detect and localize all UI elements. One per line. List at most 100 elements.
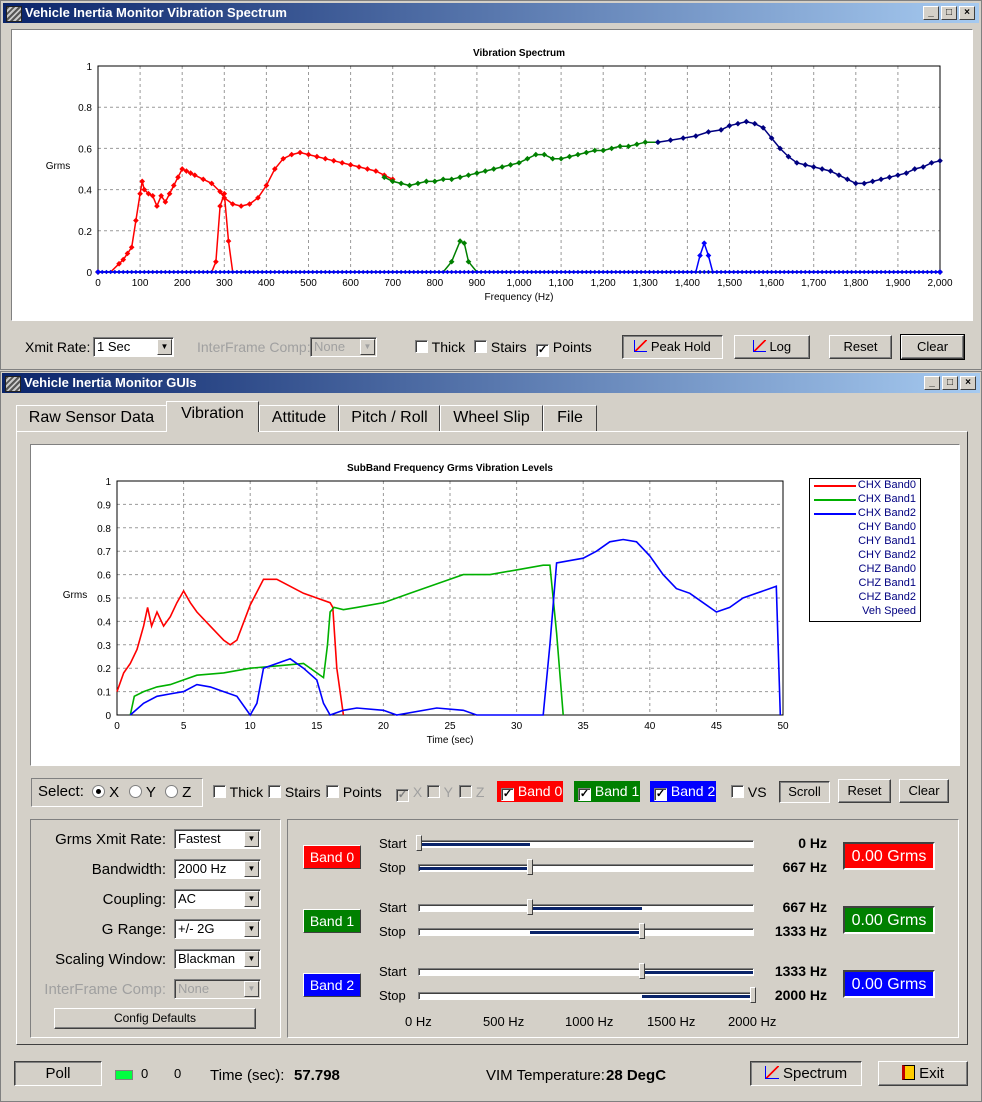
close-button[interactable]: × (959, 6, 975, 20)
channel-z-checkbox[interactable]: Z (459, 784, 484, 800)
radio-button[interactable] (92, 785, 105, 798)
band-1-button[interactable]: Band 1 (303, 909, 361, 933)
vs-checkbox[interactable]: VS (731, 784, 767, 800)
interframe-select[interactable]: None ▼ (310, 337, 377, 357)
band-0-stop-slider[interactable] (418, 859, 754, 875)
baseline-point (617, 269, 623, 275)
chevron-down-icon[interactable]: ▼ (244, 831, 259, 847)
baseline-point (891, 269, 896, 275)
baseline-point (697, 269, 703, 275)
slider-thumb[interactable] (638, 923, 645, 939)
chevron-down-icon[interactable]: ▼ (244, 921, 259, 937)
radio-x[interactable]: X (92, 784, 119, 801)
bandwidth-select[interactable]: 2000 Hz ▼ (174, 859, 261, 879)
checkbox-box[interactable]: ✓ (536, 344, 549, 357)
baseline-point (769, 269, 774, 275)
points-checkbox[interactable]: ✓ Points (536, 339, 592, 357)
chevron-down-icon[interactable]: ▼ (244, 861, 259, 877)
stairs-checkbox[interactable]: Stairs (474, 339, 527, 355)
checkbox-box[interactable]: ✓ (396, 789, 409, 802)
reset-button[interactable]: Reset (838, 779, 891, 803)
checkbox-box[interactable]: ✓ (654, 788, 667, 801)
config-defaults-button[interactable]: Config Defaults (54, 1008, 256, 1029)
radio-button[interactable] (165, 785, 178, 798)
x-tick-label: 100 (132, 278, 149, 289)
checkbox-box[interactable] (731, 785, 744, 798)
tab-wheel-slip[interactable]: Wheel Slip (440, 405, 543, 431)
checkbox-box[interactable] (326, 785, 339, 798)
baseline-point (100, 269, 105, 275)
points-checkbox[interactable]: Points (326, 784, 382, 800)
chevron-down-icon[interactable]: ▼ (244, 891, 259, 907)
interframe-select[interactable]: None ▼ (174, 979, 261, 999)
slider-thumb[interactable] (750, 987, 756, 1003)
grange-select[interactable]: +/- 2G ▼ (174, 919, 261, 939)
stairs-checkbox[interactable]: Stairs (268, 784, 321, 800)
checkbox-box[interactable]: ✓ (501, 788, 514, 801)
baseline-point (542, 269, 547, 275)
band-1-start-slider[interactable] (418, 899, 754, 915)
tab-file[interactable]: File (543, 405, 597, 431)
log-button[interactable]: Log (734, 335, 810, 359)
maximize-button[interactable]: □ (941, 6, 957, 20)
scroll-button[interactable]: Scroll (779, 781, 830, 803)
band-2-button[interactable]: Band 2 (303, 973, 361, 997)
reset-button[interactable]: Reset (829, 335, 892, 359)
baseline-point (592, 269, 597, 275)
band2-checkbox[interactable]: ✓ Band 2 (650, 781, 716, 802)
minimize-button[interactable]: _ (924, 376, 940, 390)
checkbox-box[interactable] (415, 340, 428, 353)
slider-thumb[interactable] (527, 859, 534, 875)
thick-checkbox[interactable]: Thick (415, 339, 465, 355)
coupling-select[interactable]: AC ▼ (174, 889, 261, 909)
spectrum-titlebar[interactable]: Vehicle Inertia Monitor Vibration Spectr… (3, 3, 979, 23)
slider-thumb[interactable] (527, 899, 534, 915)
checkbox-box[interactable] (268, 785, 281, 798)
exit-button[interactable]: Exit (878, 1061, 968, 1086)
checkbox-box[interactable] (427, 785, 440, 798)
radio-y[interactable]: Y (129, 784, 156, 801)
slider-selection (641, 995, 753, 998)
band-1-stop-slider[interactable] (418, 923, 754, 939)
spectrum-button[interactable]: Spectrum (750, 1061, 862, 1086)
channel-x-checkbox[interactable]: ✓ X (396, 784, 422, 802)
channel-y-checkbox[interactable]: Y (427, 784, 453, 800)
band1-checkbox[interactable]: ✓ Band 1 (574, 781, 640, 802)
minimize-button[interactable]: _ (923, 6, 939, 20)
band-2-start-slider[interactable] (418, 963, 754, 979)
checkbox-box[interactable] (474, 340, 487, 353)
xmit-rate-select[interactable]: 1 Sec ▼ (93, 337, 174, 357)
chevron-down-icon[interactable]: ▼ (360, 339, 375, 355)
tab-pitch-roll[interactable]: Pitch / Roll (339, 405, 440, 431)
band-0-start-slider[interactable] (416, 835, 754, 851)
scaling-window-select[interactable]: Blackman ▼ (174, 949, 261, 969)
data-point (920, 164, 926, 170)
radio-z[interactable]: Z (165, 784, 191, 801)
baseline-point (137, 269, 143, 275)
checkbox-box[interactable]: ✓ (578, 788, 591, 801)
clear-button[interactable]: Clear (900, 334, 965, 360)
grms-rate-select[interactable]: Fastest ▼ (174, 829, 261, 849)
thick-checkbox[interactable]: Thick (213, 784, 263, 800)
clear-button[interactable]: Clear (899, 779, 949, 803)
checkbox-box[interactable] (213, 785, 226, 798)
bandwidth-value: 2000 Hz (178, 861, 227, 876)
slider-thumb[interactable] (638, 963, 645, 979)
gui-titlebar[interactable]: Vehicle Inertia Monitor GUIs _ □ × (2, 373, 980, 393)
maximize-button[interactable]: □ (942, 376, 958, 390)
slider-thumb[interactable] (416, 835, 422, 851)
band0-checkbox[interactable]: ✓ Band 0 (497, 781, 563, 802)
peak-hold-button[interactable]: Peak Hold (622, 335, 723, 359)
poll-button[interactable]: Poll (14, 1061, 102, 1086)
tab-vibration[interactable]: Vibration (166, 401, 259, 432)
checkbox-box[interactable] (459, 785, 472, 798)
radio-button[interactable] (129, 785, 142, 798)
tab-attitude[interactable]: Attitude (259, 405, 339, 431)
close-button[interactable]: × (960, 376, 976, 390)
tab-raw-sensor-data[interactable]: Raw Sensor Data (16, 405, 167, 431)
band-0-button[interactable]: Band 0 (303, 845, 361, 869)
chevron-down-icon[interactable]: ▼ (244, 951, 259, 967)
band-2-stop-slider[interactable] (418, 987, 756, 1003)
chevron-down-icon[interactable]: ▼ (244, 981, 259, 997)
chevron-down-icon[interactable]: ▼ (157, 339, 172, 355)
